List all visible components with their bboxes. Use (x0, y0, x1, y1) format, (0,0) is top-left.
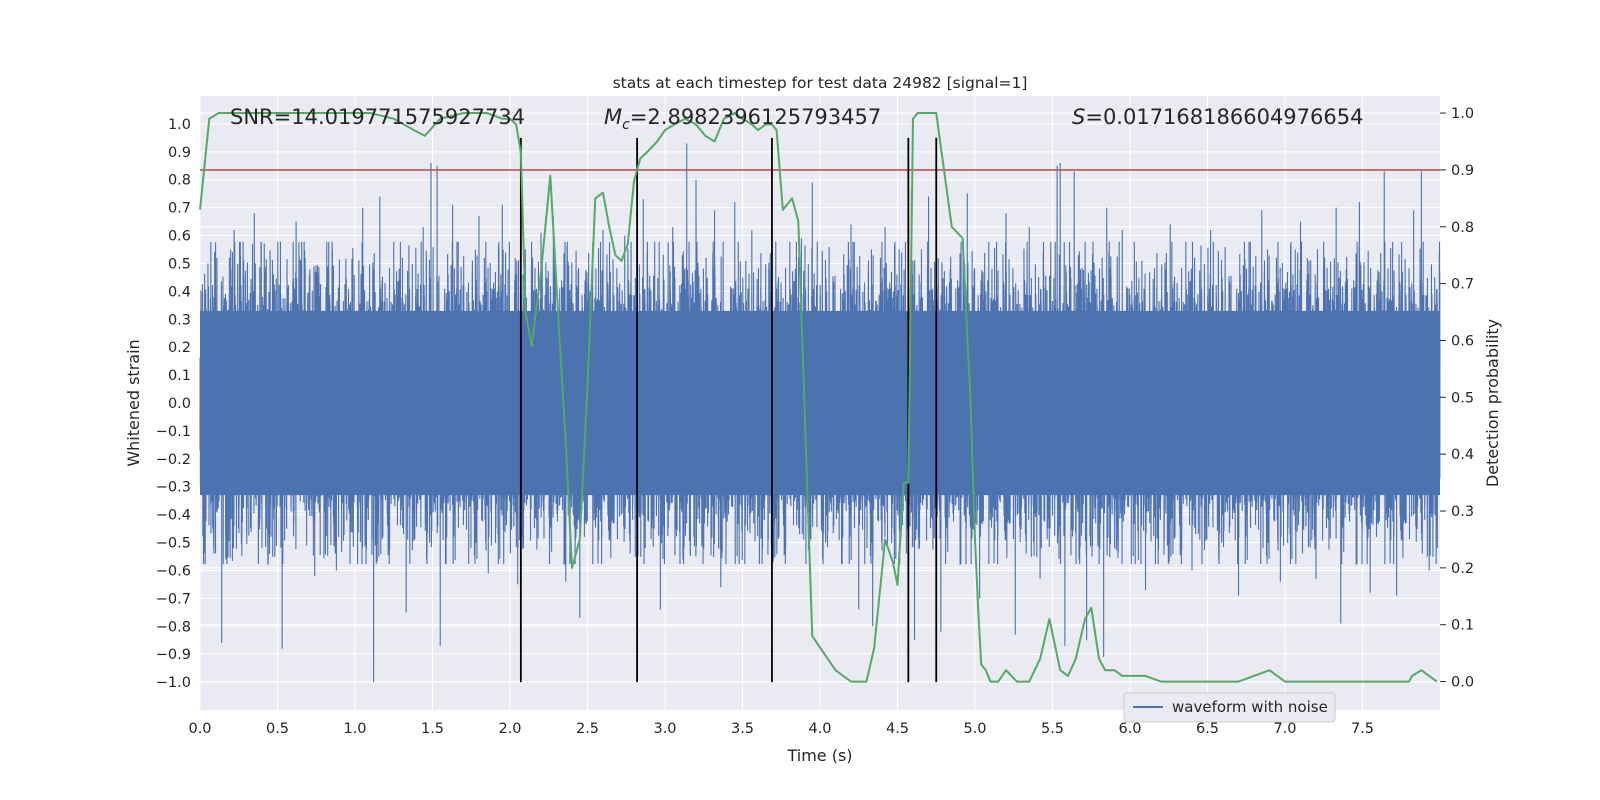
y-left-tick-label: 0.5 (168, 256, 191, 272)
y-left-tick-label: −0.6 (156, 563, 191, 579)
chirp-mass-symbol: M (604, 105, 622, 129)
y-left-tick-label: 0.4 (168, 284, 191, 300)
x-tick-label: 4.5 (886, 721, 909, 737)
y-left-tick-label: 0.0 (168, 396, 191, 412)
x-tick-label: 2.0 (498, 721, 521, 737)
y-left-tick-label: 0.1 (168, 368, 191, 384)
y-right-tick-label: 0.6 (1451, 333, 1474, 349)
x-tick-label: 0.0 (188, 721, 211, 737)
detection-probability-series (199, 112, 1438, 683)
y-right-tick-label: 0.3 (1451, 504, 1474, 520)
y-right-tick-label: 0.0 (1451, 675, 1474, 691)
y-left-tick-label: 0.3 (168, 312, 191, 328)
y-left-tick-label: 0.9 (168, 145, 191, 161)
y-right-tick-label: 0.2 (1451, 561, 1474, 577)
legend-label-waveform: waveform with noise (1172, 698, 1328, 716)
chirp-mass-subscript: c (622, 117, 630, 133)
chart-title: stats at each timestep for test data 249… (613, 74, 1028, 92)
x-tick-label: 6.0 (1118, 721, 1141, 737)
x-tick-label: 5.5 (1041, 721, 1064, 737)
x-axis-label: Time (s) (786, 746, 852, 765)
axis-ticks: 1.0 0.9 0.8 0.7 0.6 0.5 0.4 0.3 0.2 0.1 0.0 −0.1 −0.… (156, 106, 1474, 737)
x-tick-label: 7.0 (1273, 721, 1296, 737)
x-tick-label: 0.5 (266, 721, 289, 737)
snr-annotation: SNR=14.019771575927734 (230, 105, 525, 129)
legend: waveform with noise (1123, 692, 1336, 723)
detection-probability-line (199, 112, 1438, 683)
x-tick-label: 6.5 (1196, 721, 1219, 737)
y-left-tick-label: −0.8 (156, 619, 191, 635)
x-tick-label: 2.5 (576, 721, 599, 737)
y-left-tick-label: −0.9 (156, 647, 191, 663)
y-right-tick-label: 0.1 (1451, 618, 1474, 634)
y-right-tick-label: 0.7 (1451, 277, 1474, 293)
chirp-mass-value: =2.8982396125793457 (630, 105, 881, 129)
chirp-mass-annotation: Mc=2.8982396125793457 (604, 105, 881, 133)
y-left-tick-label: 0.6 (168, 229, 191, 245)
s-annotation: S=0.017168186604976654 (1072, 105, 1363, 129)
x-tick-label: 3.0 (653, 721, 676, 737)
x-tick-label: 3.5 (731, 721, 754, 737)
waveform-dense-band (200, 310, 1440, 496)
y-right-tick-label: 1.0 (1451, 106, 1474, 122)
y-axis-label-right: Detection probability (1483, 319, 1502, 487)
y-left-tick-label: −0.4 (156, 508, 191, 524)
x-tick-label: 4.0 (808, 721, 831, 737)
x-tick-label: 1.5 (421, 721, 444, 737)
y-left-tick-label: −0.5 (156, 536, 191, 552)
y-right-tick-label: 0.8 (1451, 220, 1474, 236)
y-left-tick-label: −0.1 (156, 424, 191, 440)
waveform-series (199, 143, 1441, 683)
y-axis-label-left: Whitened strain (124, 339, 143, 466)
x-tick-label: 1.0 (343, 721, 366, 737)
y-left-tick-label: 0.8 (168, 173, 191, 189)
s-symbol: S (1072, 105, 1085, 129)
y-right-tick-label: 0.9 (1451, 163, 1474, 179)
y-left-tick-label: 0.2 (168, 340, 191, 356)
x-tick-label: 5.0 (963, 721, 986, 737)
y-left-tick-label: −0.2 (156, 452, 191, 468)
y-left-tick-label: −0.7 (156, 591, 191, 607)
y-left-tick-label: −1.0 (156, 675, 191, 691)
y-right-tick-label: 0.4 (1451, 447, 1474, 463)
s-value: =0.017168186604976654 (1085, 105, 1363, 129)
y-left-tick-label: −0.3 (156, 480, 191, 496)
legend-box (1123, 692, 1336, 723)
y-right-tick-label: 0.5 (1451, 390, 1474, 406)
x-tick-label: 7.5 (1351, 721, 1374, 737)
y-left-tick-label: 0.7 (168, 201, 191, 217)
y-left-tick-label: 1.0 (168, 117, 191, 133)
